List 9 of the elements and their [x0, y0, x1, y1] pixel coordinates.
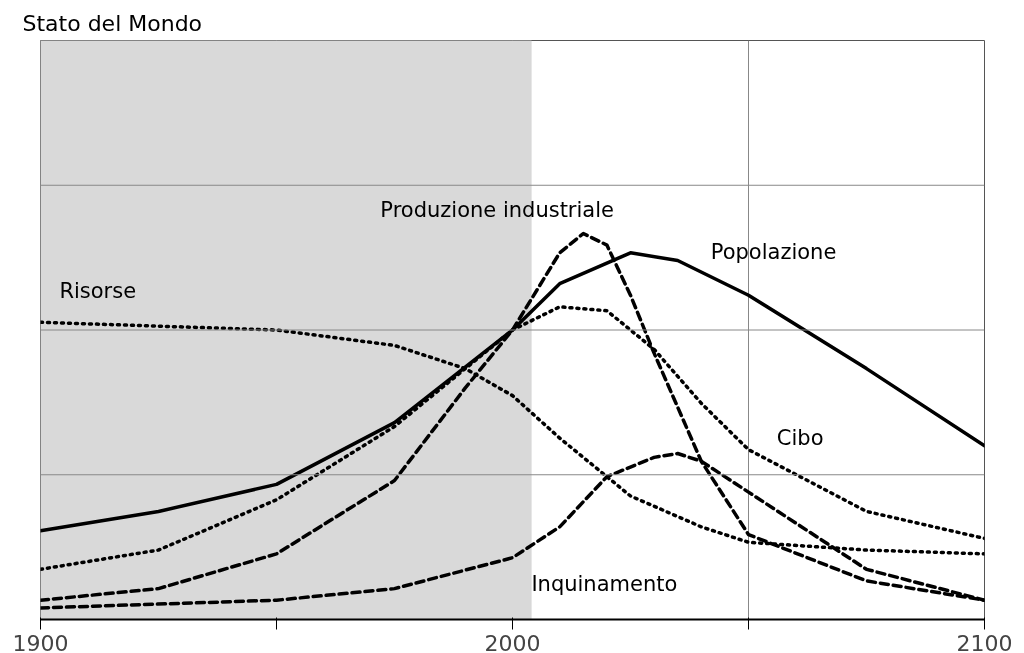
x-tick-label: 2000 — [484, 630, 541, 653]
chart-title: Stato del Mondo — [22, 10, 203, 36]
x-tick-label: 1900 — [12, 630, 69, 653]
series-label: Cibo — [776, 425, 824, 450]
series-label: Risorse — [59, 278, 137, 303]
series-label: Inquinamento — [531, 572, 678, 597]
x-tick-label: 2100 — [956, 630, 1013, 653]
series-label: Popolazione — [710, 240, 837, 265]
series-label: Produzione industriale — [380, 197, 614, 222]
